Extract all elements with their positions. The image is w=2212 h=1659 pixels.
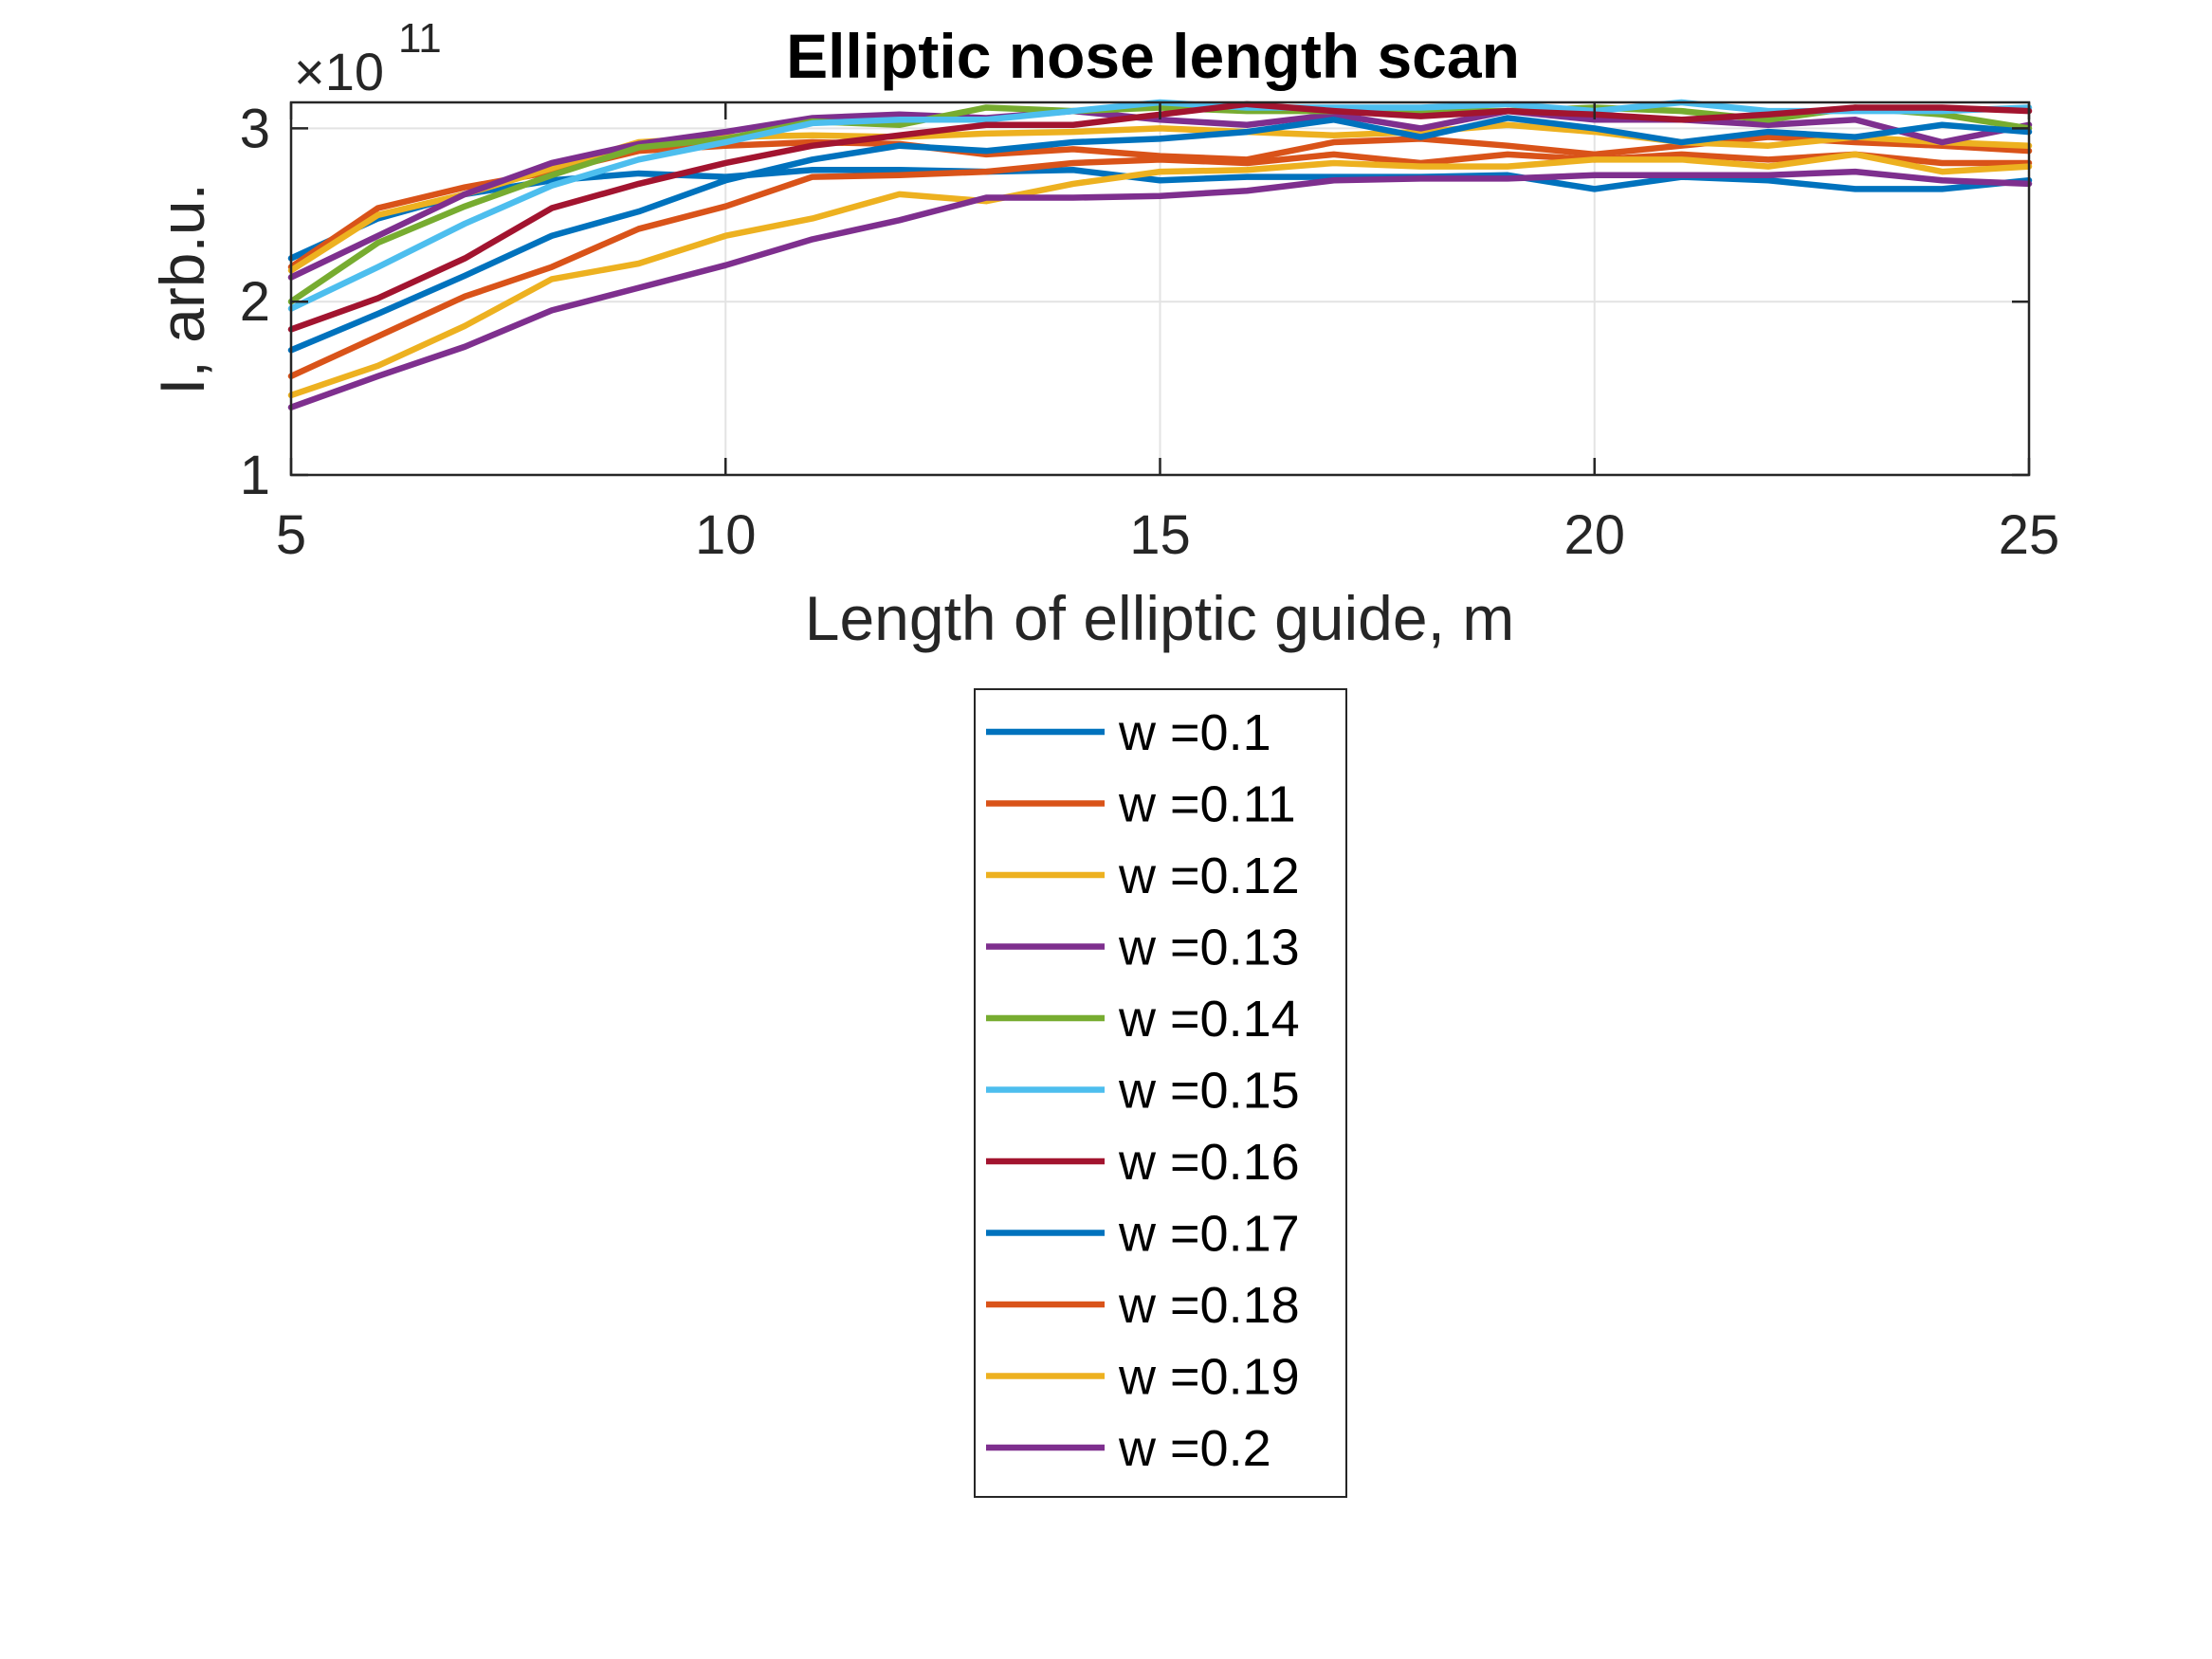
y-axis-multiplier: ×10 11	[294, 15, 442, 101]
legend-items: w =0.1 w =0.11 w =0.12 w =0.13 w =0.14 w =0.1…	[986, 704, 1300, 1477]
y-tick-label: 1	[240, 445, 270, 506]
y-axis-ticks: 1 2 3	[240, 98, 2029, 506]
legend-label: w =0.16	[1118, 1134, 1300, 1191]
legend-label: w =0.17	[1118, 1206, 1300, 1263]
legend-label: w =0.14	[1118, 991, 1300, 1048]
x-axis-label: Length of elliptic guide, m	[805, 583, 1514, 653]
legend-label: w =0.11	[1118, 776, 1296, 833]
y-axis-multiplier-base: ×10	[294, 42, 384, 101]
legend-label: w =0.13	[1118, 920, 1300, 976]
legend-label: w =0.12	[1118, 848, 1300, 904]
x-axis-ticks: 5 10 15 20 25	[276, 102, 2059, 566]
y-tick-label: 3	[240, 98, 270, 159]
x-tick-label: 25	[1999, 504, 2060, 566]
y-axis-label: I, arb.u.	[147, 183, 217, 395]
x-tick-label: 15	[1129, 504, 1191, 566]
y-axis-multiplier-exponent: 11	[398, 15, 442, 62]
legend-label: w =0.18	[1118, 1277, 1300, 1334]
legend-label: w =0.2	[1118, 1420, 1271, 1477]
y-tick-label: 2	[240, 271, 270, 333]
chart-title: Elliptic nose length scan	[786, 21, 1520, 91]
series-line-11	[287, 168, 2033, 410]
legend-label: w =0.1	[1118, 704, 1271, 761]
legend-label: w =0.15	[1118, 1063, 1300, 1120]
x-tick-label: 5	[276, 504, 306, 566]
legend-box	[974, 688, 1347, 1498]
series-line-4	[287, 107, 2033, 281]
legend: w =0.1 w =0.11 w =0.12 w =0.13 w =0.14 w =0.1…	[974, 688, 1347, 1498]
x-tick-label: 20	[1563, 504, 1625, 566]
series-line-9	[287, 151, 2033, 380]
series-line-8	[287, 115, 2033, 354]
series-line-10	[287, 151, 2033, 399]
legend-label: w =0.19	[1118, 1349, 1300, 1406]
x-tick-label: 10	[695, 504, 757, 566]
